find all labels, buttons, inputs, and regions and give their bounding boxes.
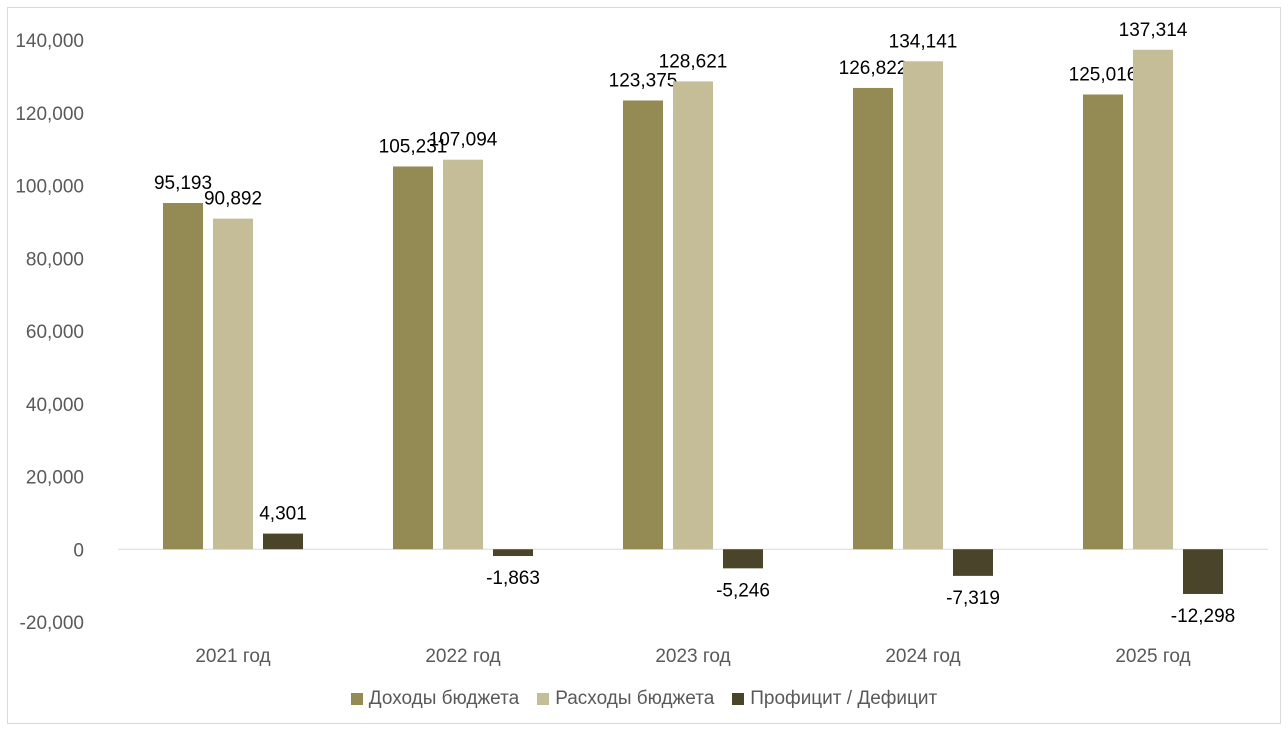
data-label: 134,141 bbox=[889, 31, 958, 52]
y-tick-label: 20,000 bbox=[26, 468, 84, 489]
data-label: -5,246 bbox=[716, 580, 770, 601]
x-tick-label: 2022 год bbox=[425, 646, 500, 667]
x-tick-label: 2024 год bbox=[885, 646, 960, 667]
legend-label-expenses: Расходы бюджета bbox=[555, 688, 715, 709]
legend-label-balance: Профицит / Дефицит bbox=[750, 688, 938, 709]
bar bbox=[903, 61, 943, 550]
legend-swatch-expenses bbox=[537, 693, 550, 705]
legend-item-balance: Профицит / Дефицит bbox=[732, 688, 937, 710]
data-label: 137,314 bbox=[1119, 20, 1188, 41]
data-label: -7,319 bbox=[946, 588, 1000, 609]
bar bbox=[443, 159, 483, 550]
y-tick-label: 100,000 bbox=[15, 177, 84, 198]
y-tick-label: 0 bbox=[73, 540, 84, 561]
legend-swatch-balance bbox=[732, 693, 745, 705]
data-label: 95,193 bbox=[154, 173, 212, 194]
bar bbox=[213, 218, 253, 550]
legend-label-revenue: Доходы бюджета bbox=[368, 688, 520, 709]
y-tick-label: 40,000 bbox=[26, 395, 84, 416]
y-tick-label: -20,000 bbox=[20, 613, 84, 634]
data-label: -1,863 bbox=[486, 568, 540, 589]
legend-item-expenses: Расходы бюджета bbox=[537, 688, 714, 710]
x-tick-label: 2025 год bbox=[1115, 646, 1190, 667]
data-label: 107,094 bbox=[429, 130, 498, 151]
data-label: 126,822 bbox=[839, 58, 908, 79]
data-label: 105,231 bbox=[379, 136, 448, 157]
legend-item-revenue: Доходы бюджета bbox=[350, 688, 520, 710]
bar bbox=[1083, 94, 1123, 550]
x-tick-label: 2023 год bbox=[655, 646, 730, 667]
bar bbox=[673, 81, 713, 550]
bar bbox=[393, 166, 433, 550]
y-tick-label: 80,000 bbox=[26, 249, 84, 270]
data-label: -12,298 bbox=[1171, 606, 1235, 627]
data-label: 128,621 bbox=[659, 51, 728, 72]
y-tick-label: 60,000 bbox=[26, 322, 84, 343]
bar bbox=[953, 549, 993, 576]
bar bbox=[623, 100, 663, 550]
y-tick-label: 120,000 bbox=[15, 104, 84, 125]
data-label: 123,375 bbox=[609, 70, 678, 91]
y-tick-label: 140,000 bbox=[15, 31, 84, 52]
x-tick-label: 2021 год bbox=[195, 646, 270, 667]
bar bbox=[853, 87, 893, 550]
bar bbox=[723, 549, 763, 569]
bar bbox=[163, 202, 203, 550]
bar bbox=[263, 533, 303, 550]
bar bbox=[1183, 549, 1223, 594]
bar bbox=[1133, 49, 1173, 550]
legend: Доходы бюджета Расходы бюджета Профицит … bbox=[0, 686, 1288, 712]
data-label: 90,892 bbox=[204, 189, 262, 210]
bar bbox=[493, 549, 533, 557]
legend-swatch-revenue bbox=[350, 693, 363, 705]
data-label: 125,016 bbox=[1069, 65, 1138, 86]
data-label: 4,301 bbox=[259, 504, 307, 525]
